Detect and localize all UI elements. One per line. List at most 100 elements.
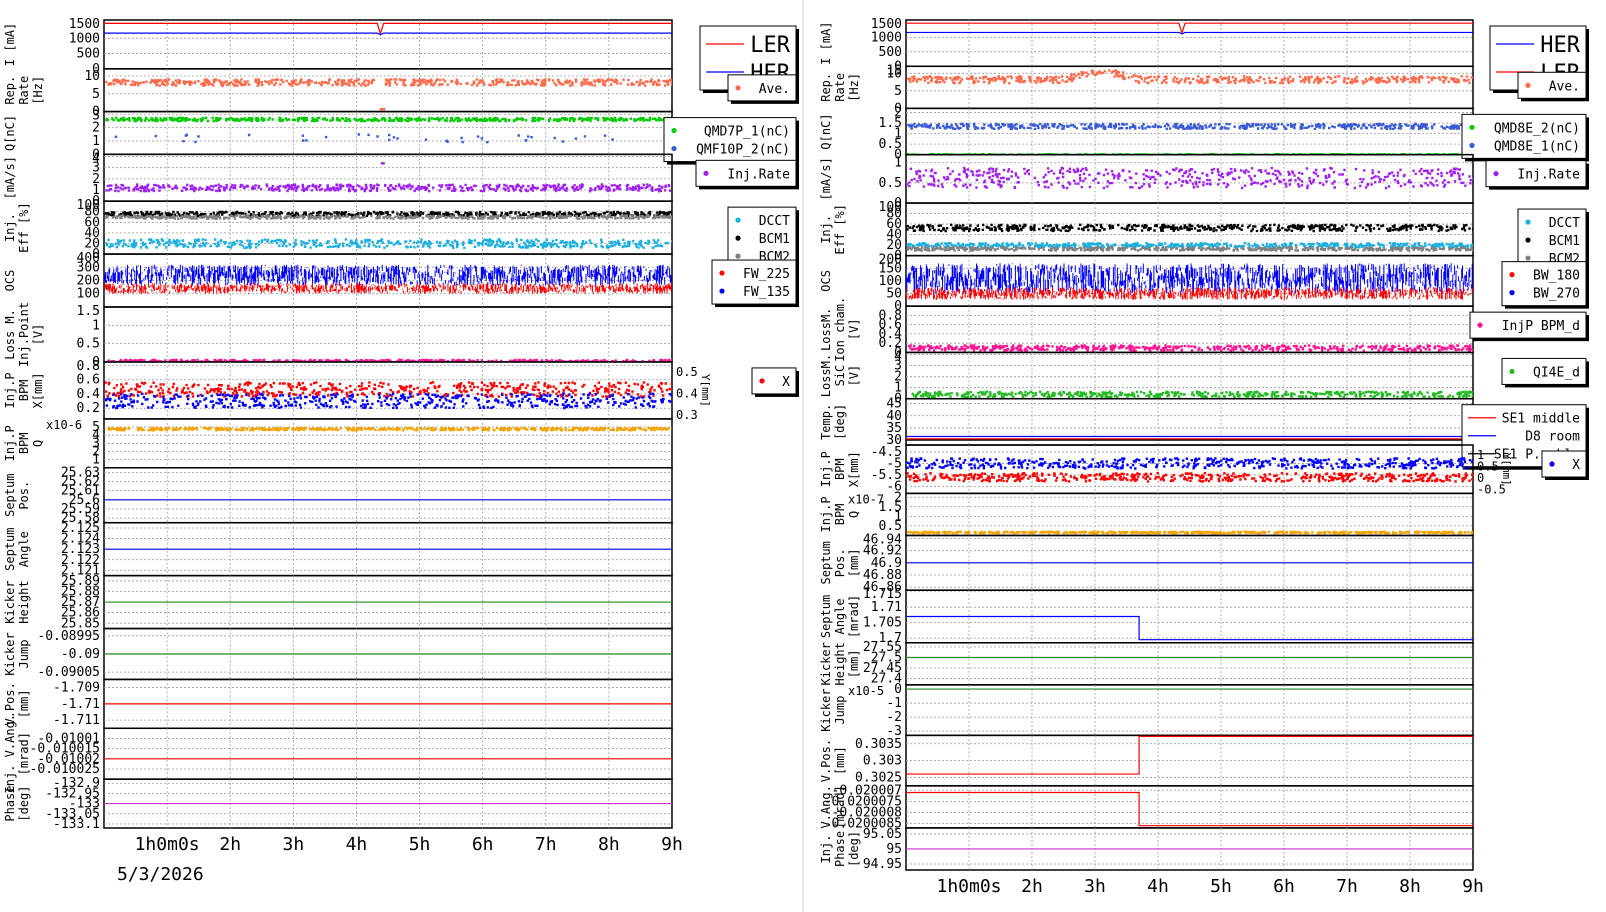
legend-label: FW_135 <box>743 285 790 300</box>
series-layer <box>104 264 672 294</box>
y-axis-label: LossM. <box>819 308 833 351</box>
series-layer <box>906 615 1473 641</box>
y-tick-label: 4 <box>894 349 902 364</box>
right-tick-label: 0 <box>1477 471 1484 485</box>
y-tick-label: 1500 <box>871 17 902 32</box>
legend-marker <box>1525 82 1531 88</box>
y-tick-label: 60 <box>886 217 902 232</box>
y-axis-label: X[mm] <box>31 372 45 408</box>
y-tick-label: 30 <box>886 433 902 448</box>
y-axis-label: [V] <box>847 365 861 387</box>
x-tick-label: 2h <box>1021 876 1043 897</box>
y-tick-label: 3 <box>92 436 100 451</box>
legend-marker <box>1525 237 1531 243</box>
y-axis-label: Septum <box>819 541 833 584</box>
panel-frame <box>103 306 673 363</box>
x-axis: 1h0m0s 2h 3h 4h 5h 6h 7h 8h 9h <box>135 834 683 855</box>
y-axis-label: Pos. <box>833 548 847 577</box>
y-tick-label: 0.8 <box>77 359 100 374</box>
y-tick-label: -132.95 <box>45 786 100 801</box>
y-axis-label: OCS <box>819 270 833 292</box>
series-layer <box>105 116 672 144</box>
y-axis-label: Rate <box>833 73 847 102</box>
y-axis-label: Inj. V.Ang. <box>3 714 17 793</box>
series-ler <box>104 22 672 36</box>
y-tick-label: 15 <box>886 63 902 78</box>
y-axis-label: V.Pos. <box>819 739 833 782</box>
panel-frame <box>103 727 673 780</box>
y-tick-label: 3 <box>92 109 100 124</box>
y-tick-label: 80 <box>886 207 902 222</box>
legend-marker <box>719 270 725 276</box>
legend-box <box>751 367 797 395</box>
y-tick-label: -0.010025 <box>30 762 100 777</box>
y-axis-label: Eff [%] <box>17 202 31 253</box>
y-tick-label: 25.63 <box>61 465 100 480</box>
y-tick-label: 25.85 <box>61 616 100 631</box>
legend-label: FW_225 <box>743 267 790 282</box>
y-tick-label: 1.5 <box>77 304 100 319</box>
legend-marker <box>735 235 741 241</box>
panel-kicker-jump: -0.08995 -0.09 -0.09005 Kicker Jump <box>3 627 673 681</box>
y-tick-label: -133 <box>69 797 100 812</box>
x-tick-label: 7h <box>535 834 557 855</box>
y-axis-label: Septum <box>3 527 17 570</box>
y-tick-label: 4 <box>92 428 100 443</box>
series-lossm <box>107 358 672 362</box>
series-layer <box>906 223 1473 252</box>
series-y <box>906 472 1473 483</box>
y-tick-label: 0 <box>894 249 902 264</box>
y-tick-label: 0 <box>894 299 902 314</box>
y-tick-label: 25.58 <box>61 511 100 526</box>
y-tick-label: 45 <box>886 397 902 412</box>
y-axis-label: Pos. <box>17 481 31 510</box>
y-tick-label: 1.5 <box>879 500 902 515</box>
y-tick-label: 0 <box>92 247 100 262</box>
y-tick-label: 5 <box>92 87 100 102</box>
right-tick-label: 1 <box>1477 448 1484 462</box>
y-tick-label: 50 <box>886 287 902 302</box>
y-axis-label: Kicker <box>3 580 17 623</box>
series-qi4e-d <box>911 390 1473 399</box>
x-tick-label: 8h <box>598 834 620 855</box>
y-tick-label: 0 <box>894 392 902 407</box>
panel-kicker-jump: 0-1-2-3 x10-5 Kicker Jump <box>819 682 1474 739</box>
y-tick-label: 2 <box>894 370 902 385</box>
y-tick-label: 40 <box>84 226 100 241</box>
legend: InjP BPM_d <box>1469 311 1589 342</box>
series-layer <box>906 791 1473 827</box>
y-axis-label: Q[nC] <box>819 113 833 149</box>
series-bcm2 <box>906 246 1473 252</box>
y-axis-label: Septum <box>3 474 17 517</box>
x-tick-label: 6h <box>472 834 494 855</box>
series-qmd8e-1-nc- <box>907 122 1473 131</box>
legend-label: D8 room <box>1525 430 1580 445</box>
y-axis-label: Height <box>17 580 31 623</box>
panel-loss-m-inj-point-v-: 1.51 0.5 0 Loss M. Inj.Point [V] <box>3 302 673 370</box>
y-axis-label: [deg] <box>17 786 31 822</box>
legend: Ave. <box>727 74 799 104</box>
y-axis-label: Loss M. <box>3 309 17 360</box>
legend-label: InjP BPM_d <box>1502 319 1580 334</box>
y-tick-label: 0.5 <box>77 337 100 352</box>
legend: BW_180 BW_270 <box>1501 261 1589 309</box>
x-tick-label: 1h0m0s <box>936 876 1001 897</box>
y-axis-label: Inj.P <box>819 496 833 532</box>
y-tick-label: 3 <box>92 161 100 176</box>
x-tick-label: 3h <box>282 834 304 855</box>
y-tick-label: -133.05 <box>45 807 100 822</box>
series-layer <box>906 166 1473 190</box>
y-tick-label: -0.08995 <box>37 629 100 644</box>
series-layer <box>105 162 672 193</box>
y-tick-label: 300 <box>77 260 100 275</box>
date-label: 5/3/2026 <box>117 864 204 885</box>
y-tick-label: 500 <box>879 45 902 60</box>
panel-frame <box>103 19 673 70</box>
series-layer <box>107 426 672 432</box>
